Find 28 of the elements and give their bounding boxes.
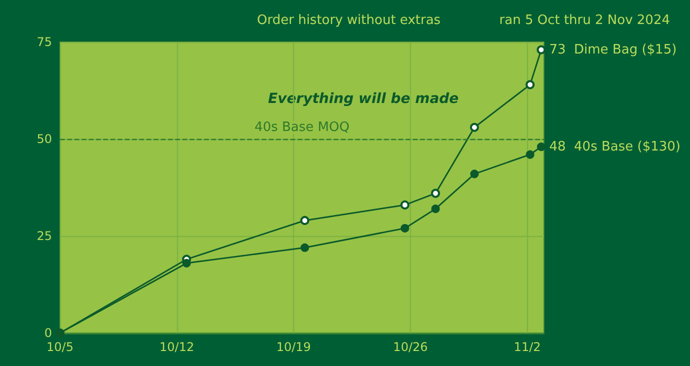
text: 73 Dime Bag ($15) xyxy=(549,42,677,58)
point xyxy=(431,188,440,198)
point xyxy=(400,224,410,232)
y-tick-label: 0 xyxy=(44,326,52,340)
x-tick-label: 10/5 xyxy=(46,340,74,354)
x-tick-label: 10/26 xyxy=(393,340,428,354)
x-tick-label: 10/12 xyxy=(160,340,194,354)
annotation: Everything will be made xyxy=(268,91,459,107)
text: 48 40s Base ($130) xyxy=(549,139,680,154)
point xyxy=(182,258,191,268)
point xyxy=(400,200,410,210)
y-tick-label: 25 xyxy=(36,229,52,243)
point xyxy=(470,122,479,132)
point xyxy=(536,142,546,152)
point xyxy=(300,243,310,252)
ref-line-label: 40s Base MOQ xyxy=(254,120,350,135)
point xyxy=(431,204,440,214)
text: ran 5 Oct thru 2 Nov 2024 xyxy=(499,13,670,28)
y-tick-label: 50 xyxy=(36,132,52,146)
point xyxy=(526,80,535,90)
chart-subtitle: Order history without extras xyxy=(257,13,441,28)
x-tick-label: 10/19 xyxy=(276,340,311,354)
point xyxy=(526,150,534,159)
point xyxy=(300,216,310,225)
x-tick-label: 11/2 xyxy=(514,340,541,354)
y-tick-label: 75 xyxy=(36,35,52,49)
point xyxy=(470,170,479,178)
point xyxy=(536,45,546,54)
